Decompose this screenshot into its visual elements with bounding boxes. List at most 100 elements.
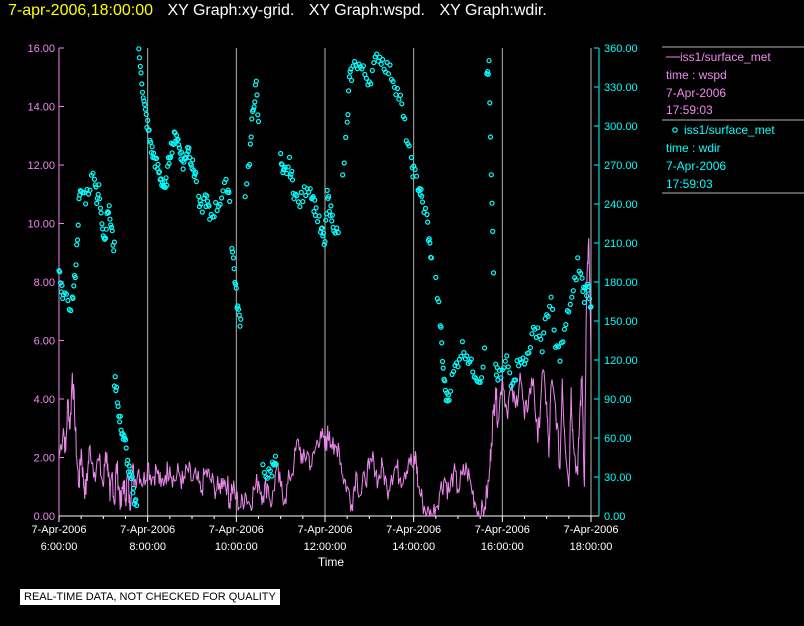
wdir-point xyxy=(134,502,140,509)
right-axis-tick-label: 30.00 xyxy=(604,472,632,484)
wdir-point xyxy=(298,189,304,195)
wdir-point xyxy=(273,461,279,467)
wdir-point xyxy=(59,282,65,288)
legend-wdir-var: time : wdir xyxy=(666,141,721,155)
wdir-point xyxy=(142,106,148,112)
wdir-point xyxy=(261,469,267,476)
wdir-point xyxy=(197,198,203,204)
wdir-point xyxy=(440,365,446,371)
wdir-point xyxy=(282,164,288,170)
wdir-point xyxy=(180,166,186,172)
wdir-point xyxy=(307,186,313,192)
wdir-point xyxy=(485,68,491,75)
wdir-point xyxy=(412,166,418,172)
right-axis-tick-label: 210.00 xyxy=(604,238,638,250)
legend-wspd-source: iss1/surface_met xyxy=(680,50,771,64)
wdir-point xyxy=(546,303,553,309)
wdir-point xyxy=(538,336,544,342)
x-tick-time: 18:00:00 xyxy=(570,541,613,553)
legend-wspd-var: time : wspd xyxy=(666,68,727,82)
wdir-point xyxy=(103,226,109,232)
wdir-point xyxy=(260,462,266,468)
wdir-point xyxy=(168,154,174,160)
wdir-point xyxy=(230,249,236,255)
wdir-point xyxy=(385,71,392,77)
wdir-point xyxy=(255,118,262,125)
legend-wspd-date: 7-Apr-2006 xyxy=(666,86,726,100)
left-axis-tick-label: 16.00 xyxy=(27,43,55,55)
wdir-point xyxy=(199,209,205,215)
wdir-point xyxy=(244,181,250,187)
wspd-series xyxy=(58,238,592,517)
wdir-point xyxy=(73,262,79,268)
wdir-point xyxy=(425,219,431,225)
wdir-point xyxy=(237,323,243,329)
wdir-point xyxy=(496,367,502,373)
wdir-point xyxy=(198,201,204,207)
wdir-point xyxy=(378,61,384,67)
wdir-point xyxy=(108,222,114,228)
wdir-point xyxy=(324,187,330,193)
wdir-point xyxy=(267,468,273,474)
wdir-point xyxy=(418,186,424,192)
wdir-point xyxy=(341,160,347,166)
wdir-point xyxy=(459,339,465,345)
wdir-point xyxy=(490,228,496,234)
wdir-point xyxy=(321,242,327,248)
wdir-point xyxy=(446,397,452,403)
wdir-point xyxy=(74,237,81,243)
wdir-point xyxy=(485,71,491,77)
wdir-point xyxy=(586,283,592,289)
wdir-point xyxy=(71,283,77,289)
wdir-point xyxy=(433,274,439,280)
wdir-point xyxy=(84,186,90,193)
wdir-point xyxy=(176,145,182,151)
wdir-point xyxy=(468,356,474,362)
graph-name-wdir: XY Graph:wdir. xyxy=(439,2,547,19)
wdir-point xyxy=(369,67,375,74)
wdir-point xyxy=(96,196,103,202)
wdir-point xyxy=(563,322,569,328)
wdir-point xyxy=(295,199,301,205)
wdir-point xyxy=(315,219,321,225)
wdir-point xyxy=(70,295,76,301)
wdir-point xyxy=(438,324,444,330)
wdir-point xyxy=(344,119,350,125)
wdir-point xyxy=(490,270,497,276)
wdir-point xyxy=(82,201,89,207)
x-tick-date: 7-Apr-2006 xyxy=(297,524,352,536)
wdir-point xyxy=(156,169,163,175)
wdir-point xyxy=(65,297,71,304)
legend-wdir-point-icon xyxy=(672,127,678,133)
wdir-point xyxy=(326,193,332,199)
wdir-point xyxy=(179,149,185,155)
wdir-point xyxy=(327,213,333,219)
wdir-point xyxy=(151,150,157,156)
wdir-point xyxy=(384,59,390,66)
wdir-point xyxy=(248,134,254,140)
right-axis-tick-label: 90.00 xyxy=(604,394,632,406)
wdir-point xyxy=(68,308,74,314)
wdir-point xyxy=(397,92,403,98)
axes: 0.00 2.00 4.00 6.00 8.00 10.00 12.00 14.00 16.00… xyxy=(27,43,637,553)
wdir-point xyxy=(487,100,493,106)
wdir-point xyxy=(125,457,131,463)
wdir-point xyxy=(143,111,149,117)
left-axis-tick-label: 4.00 xyxy=(34,394,55,406)
wdir-point xyxy=(175,136,181,142)
wdir-point xyxy=(219,195,225,201)
wdir-point xyxy=(335,229,341,236)
wdir-point xyxy=(560,339,566,345)
wdir-point xyxy=(164,182,170,188)
wdir-point xyxy=(231,266,237,272)
wdir-point xyxy=(247,161,253,168)
wdir-point xyxy=(575,255,581,261)
right-axis-tick-label: 330.00 xyxy=(604,82,638,94)
legend-wdir-source: iss1/surface_met xyxy=(684,123,775,137)
wdir-point xyxy=(170,141,177,147)
legend-wdir-date: 7-Apr-2006 xyxy=(666,159,726,173)
wdir-point xyxy=(87,187,93,193)
wdir-point xyxy=(126,463,132,469)
wdir-point xyxy=(406,143,412,149)
